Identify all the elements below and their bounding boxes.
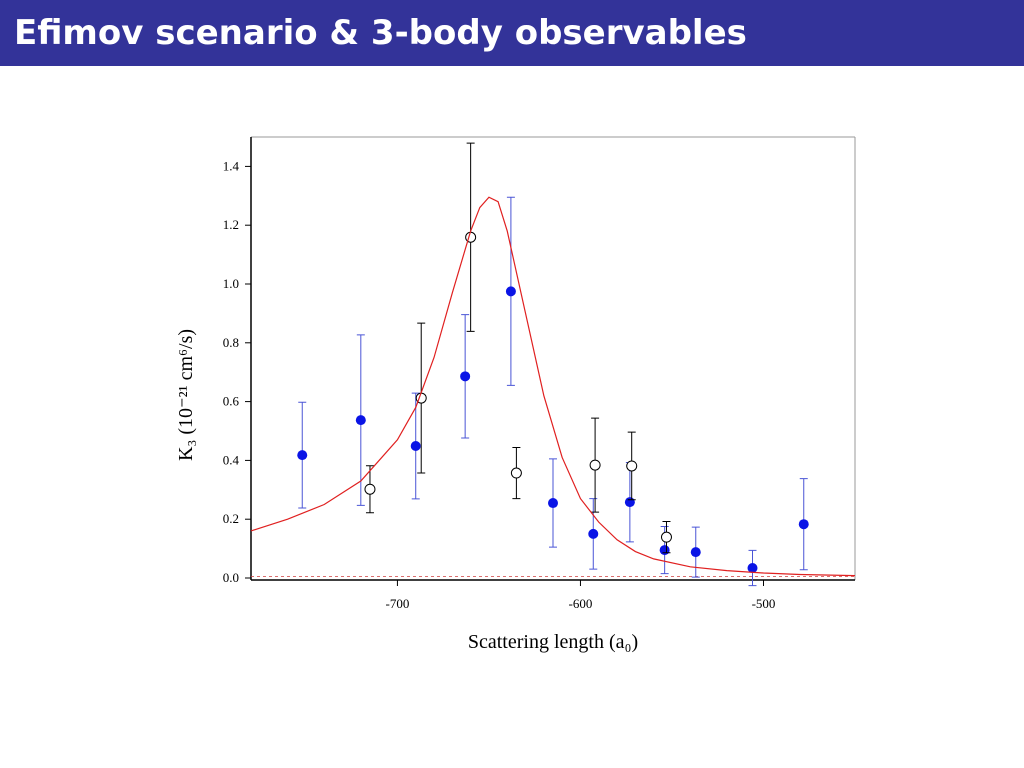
x-tick-label: -500 <box>752 596 776 611</box>
x-tick-label: -600 <box>569 596 593 611</box>
y-tick-label: 0.2 <box>223 511 239 526</box>
data-point <box>297 450 308 461</box>
y-tick-label: 0.4 <box>223 452 240 467</box>
data-point <box>410 440 421 451</box>
data-point <box>460 371 471 382</box>
y-tick-label: 0.6 <box>223 394 240 409</box>
data-point <box>588 528 599 539</box>
y-axis-label: K₃ (10⁻²¹ cm⁶/s) <box>175 329 197 461</box>
data-point <box>589 459 601 471</box>
data-point <box>465 231 477 243</box>
data-point <box>364 483 376 495</box>
data-point <box>510 467 522 479</box>
data-point <box>747 563 758 574</box>
data-point <box>355 415 366 426</box>
x-tick-label: -700 <box>386 596 410 611</box>
header-bar <box>0 0 1024 66</box>
data-point <box>624 497 635 508</box>
data-point <box>659 545 670 556</box>
slide-title: Efimov scenario & 3-body observables <box>14 13 747 53</box>
data-point <box>660 531 672 543</box>
y-tick-label: 0.8 <box>223 335 239 350</box>
data-point <box>548 498 558 509</box>
data-point <box>690 547 701 558</box>
data-point <box>505 286 516 297</box>
fit-curve <box>250 196 856 577</box>
y-tick-label: 1.0 <box>223 276 239 291</box>
y-tick-label: 1.2 <box>223 217 239 232</box>
data-point <box>798 519 809 530</box>
data-point <box>626 460 638 472</box>
y-tick-label: 1.4 <box>223 158 240 173</box>
x-axis-label: Scattering length (a₀) <box>468 631 638 653</box>
y-tick-label: 0.0 <box>223 570 239 585</box>
